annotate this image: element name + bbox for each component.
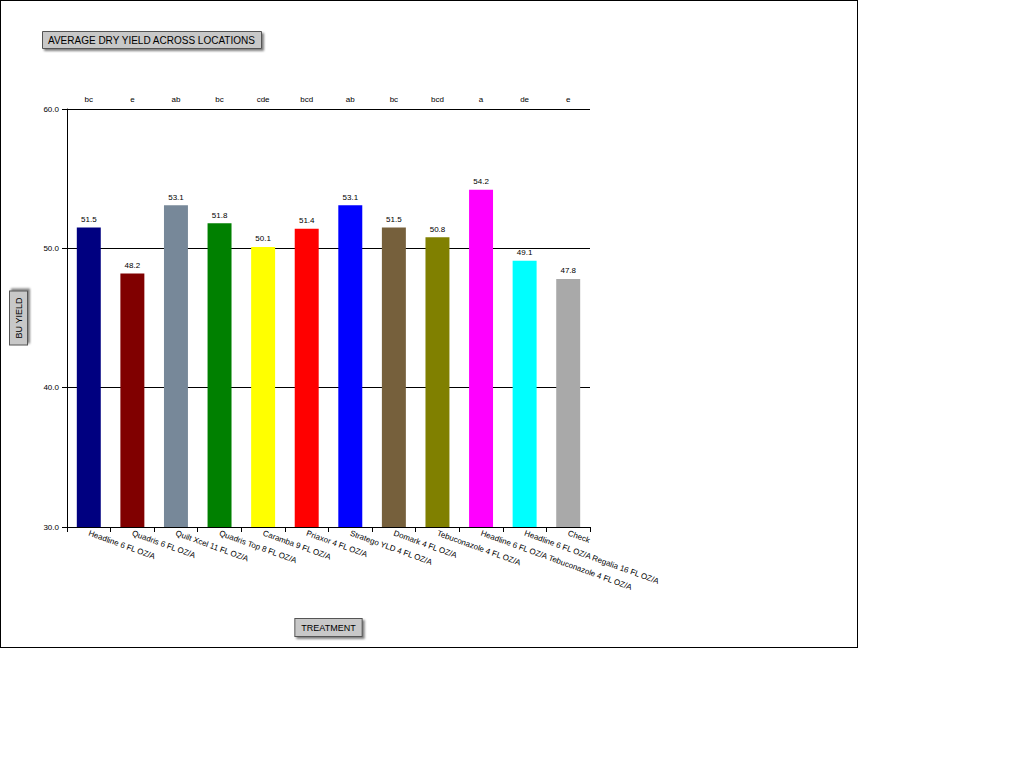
svg-text:53.1: 53.1 xyxy=(168,193,184,202)
svg-text:Check: Check xyxy=(567,529,592,546)
svg-text:ab: ab xyxy=(346,95,355,104)
svg-text:51.8: 51.8 xyxy=(212,211,228,220)
svg-text:bc: bc xyxy=(85,95,93,104)
svg-text:Stratego YLD 4 FL OZ/A: Stratego YLD 4 FL OZ/A xyxy=(349,529,434,567)
svg-text:BU YIELD: BU YIELD xyxy=(14,297,24,338)
svg-text:Tebuconazole 4 FL OZ/A: Tebuconazole 4 FL OZ/A xyxy=(436,529,523,568)
svg-text:cde: cde xyxy=(257,95,270,104)
svg-text:bcd: bcd xyxy=(431,95,444,104)
svg-text:49.1: 49.1 xyxy=(517,248,533,257)
svg-text:bc: bc xyxy=(215,95,223,104)
svg-text:50.0: 50.0 xyxy=(43,244,59,253)
svg-text:40.0: 40.0 xyxy=(43,383,59,392)
svg-text:51.4: 51.4 xyxy=(299,216,315,225)
svg-text:bc: bc xyxy=(390,95,398,104)
svg-text:53.1: 53.1 xyxy=(343,193,359,202)
svg-text:Headline 6 FL OZ/A: Headline 6 FL OZ/A xyxy=(87,528,157,562)
svg-text:60.0: 60.0 xyxy=(43,105,59,114)
svg-text:de: de xyxy=(520,95,529,104)
svg-text:Caramba 9 FL OZ/A: Caramba 9 FL OZ/A xyxy=(261,528,333,562)
svg-text:Domark 4 FL OZ/A: Domark 4 FL OZ/A xyxy=(392,528,459,561)
svg-text:54.2: 54.2 xyxy=(473,177,489,186)
svg-text:51.5: 51.5 xyxy=(81,215,97,224)
svg-text:Quadris 6 FL OZ/A: Quadris 6 FL OZ/A xyxy=(130,528,197,561)
svg-text:e: e xyxy=(566,95,571,104)
svg-text:48.2: 48.2 xyxy=(125,261,141,270)
svg-text:Priaxor 4 FL OZ/A: Priaxor 4 FL OZ/A xyxy=(305,528,369,560)
svg-text:51.5: 51.5 xyxy=(386,215,402,224)
svg-text:e: e xyxy=(130,95,135,104)
svg-text:Quilt Xcel 11 FL OZ/A: Quilt Xcel 11 FL OZ/A xyxy=(174,529,250,564)
svg-text:a: a xyxy=(479,95,484,104)
svg-text:Headline 6 FL OZ/A Regalia 16: Headline 6 FL OZ/A Regalia 16 FL OZ/A xyxy=(523,529,661,586)
svg-text:bcd: bcd xyxy=(300,95,313,104)
svg-text:50.8: 50.8 xyxy=(430,225,446,234)
svg-text:AVERAGE DRY YIELD ACROSS LOCAT: AVERAGE DRY YIELD ACROSS LOCATIONS xyxy=(48,35,255,46)
svg-text:30.0: 30.0 xyxy=(43,523,59,532)
svg-text:Headline 6 FL OZ/A Tebuconazol: Headline 6 FL OZ/A Tebuconazole 4 FL OZ/… xyxy=(479,528,634,592)
svg-text:47.8: 47.8 xyxy=(560,266,576,275)
svg-text:Quadris Top 8 FL OZ/A: Quadris Top 8 FL OZ/A xyxy=(218,529,299,566)
svg-text:TREATMENT: TREATMENT xyxy=(301,623,356,633)
svg-text:ab: ab xyxy=(172,95,181,104)
svg-text:50.1: 50.1 xyxy=(255,234,271,243)
